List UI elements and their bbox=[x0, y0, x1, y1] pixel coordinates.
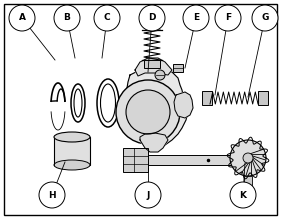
Circle shape bbox=[54, 5, 80, 31]
Polygon shape bbox=[140, 133, 168, 152]
Circle shape bbox=[9, 5, 35, 31]
Circle shape bbox=[215, 5, 241, 31]
Circle shape bbox=[243, 153, 253, 163]
Ellipse shape bbox=[101, 84, 115, 122]
Text: D: D bbox=[148, 14, 156, 23]
Bar bbox=[258, 91, 268, 105]
Bar bbox=[244, 176, 252, 186]
Text: C: C bbox=[104, 14, 110, 23]
Polygon shape bbox=[135, 58, 172, 76]
Ellipse shape bbox=[54, 132, 90, 142]
Circle shape bbox=[39, 182, 65, 208]
Bar bbox=[143, 155, 243, 165]
Text: J: J bbox=[146, 191, 150, 200]
Circle shape bbox=[135, 182, 161, 208]
Ellipse shape bbox=[74, 89, 82, 117]
Ellipse shape bbox=[71, 84, 85, 122]
Bar bbox=[173, 64, 183, 72]
Circle shape bbox=[155, 70, 165, 80]
Text: B: B bbox=[64, 14, 71, 23]
Circle shape bbox=[94, 5, 120, 31]
Bar bbox=[144, 60, 160, 68]
Bar bbox=[123, 148, 148, 172]
Circle shape bbox=[230, 182, 256, 208]
Circle shape bbox=[116, 80, 180, 144]
Polygon shape bbox=[174, 92, 193, 118]
Ellipse shape bbox=[54, 160, 90, 170]
Text: F: F bbox=[225, 14, 231, 23]
Circle shape bbox=[183, 5, 209, 31]
Bar bbox=[54, 137, 90, 165]
Text: E: E bbox=[193, 14, 199, 23]
Text: G: G bbox=[261, 14, 269, 23]
Circle shape bbox=[252, 5, 278, 31]
Circle shape bbox=[139, 5, 165, 31]
Text: A: A bbox=[19, 14, 26, 23]
Ellipse shape bbox=[97, 79, 119, 127]
Bar bbox=[243, 157, 248, 163]
Circle shape bbox=[126, 90, 170, 134]
Text: H: H bbox=[48, 191, 56, 200]
Text: K: K bbox=[239, 191, 246, 200]
Bar bbox=[202, 91, 212, 105]
Circle shape bbox=[230, 140, 266, 176]
Polygon shape bbox=[126, 68, 188, 148]
